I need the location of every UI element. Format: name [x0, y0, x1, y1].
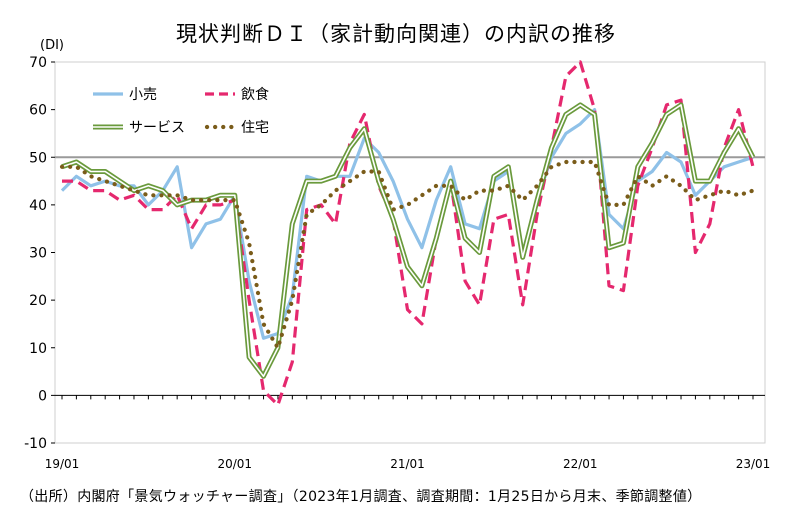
- legend-entry-2: 飲食: [205, 86, 269, 103]
- series-4: [59, 159, 756, 350]
- y-tick-label: -10: [24, 436, 47, 452]
- legend-label: 住宅: [241, 120, 269, 136]
- legend-label: サービス: [129, 120, 185, 136]
- x-tick-label: 19/01: [45, 457, 80, 471]
- y-tick-label: 10: [29, 341, 47, 357]
- x-tick-label: 21/01: [390, 457, 425, 471]
- series-2: [62, 60, 755, 407]
- series-line: [62, 60, 755, 407]
- series-line: [59, 159, 756, 350]
- legend-entry-1: 小売: [93, 87, 157, 103]
- y-tick-label: 30: [29, 246, 47, 262]
- x-tick-label: 23/01: [736, 457, 771, 471]
- series-1: [60, 107, 754, 340]
- legend-entry-3: サービス: [93, 120, 185, 136]
- series-line: [61, 102, 756, 379]
- source-footnote: （出所）内閣府「景気ウォッチャー調査」（2023年1月調査、調査期間：1月25日…: [20, 489, 702, 505]
- y-tick-label: 0: [38, 388, 47, 404]
- series-3: [61, 102, 756, 379]
- x-tick-label: 22/01: [563, 457, 598, 471]
- y-axis-unit: (DI): [40, 38, 64, 53]
- y-tick-label: 40: [29, 198, 47, 214]
- legend-label: 飲食: [241, 86, 269, 103]
- y-tick-label: 60: [29, 103, 47, 119]
- x-tick-label: 20/01: [217, 457, 252, 471]
- chart-title: 現状判断ＤＩ（家計動向関連）の内訳の推移: [176, 22, 616, 46]
- y-tick-label: 70: [29, 55, 47, 71]
- y-tick-label: 20: [29, 293, 47, 309]
- series-line-inner: [61, 104, 754, 378]
- legend-label: 小売: [129, 87, 157, 103]
- y-tick-label: 50: [29, 150, 47, 166]
- legend-entry-4: 住宅: [204, 120, 269, 136]
- series-line: [60, 107, 754, 340]
